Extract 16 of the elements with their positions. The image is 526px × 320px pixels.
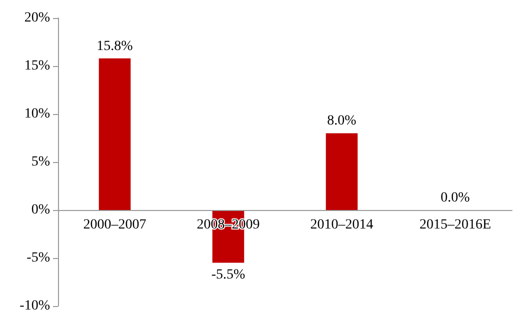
- y-tick-label: 5%: [31, 154, 50, 170]
- y-tick-label: -5%: [26, 250, 50, 266]
- y-tick-label: -10%: [20, 298, 50, 314]
- y-tick-label: 0%: [31, 202, 50, 218]
- data-label: -5.5%: [211, 267, 246, 282]
- bar: [326, 133, 358, 210]
- bar: [98, 58, 131, 210]
- data-label: 15.8%: [96, 38, 134, 54]
- data-label: 0.0%: [440, 190, 470, 206]
- y-tick-label: 10%: [24, 106, 50, 122]
- y-tick-label: 20%: [24, 10, 50, 26]
- x-tick-label: 2015–2016E: [419, 218, 492, 232]
- x-tick-label: 2000–2007: [83, 218, 146, 232]
- x-tick-label: 2010–2014: [310, 218, 374, 232]
- y-tick-label: 15%: [24, 58, 50, 74]
- data-label: 8.0%: [327, 114, 357, 129]
